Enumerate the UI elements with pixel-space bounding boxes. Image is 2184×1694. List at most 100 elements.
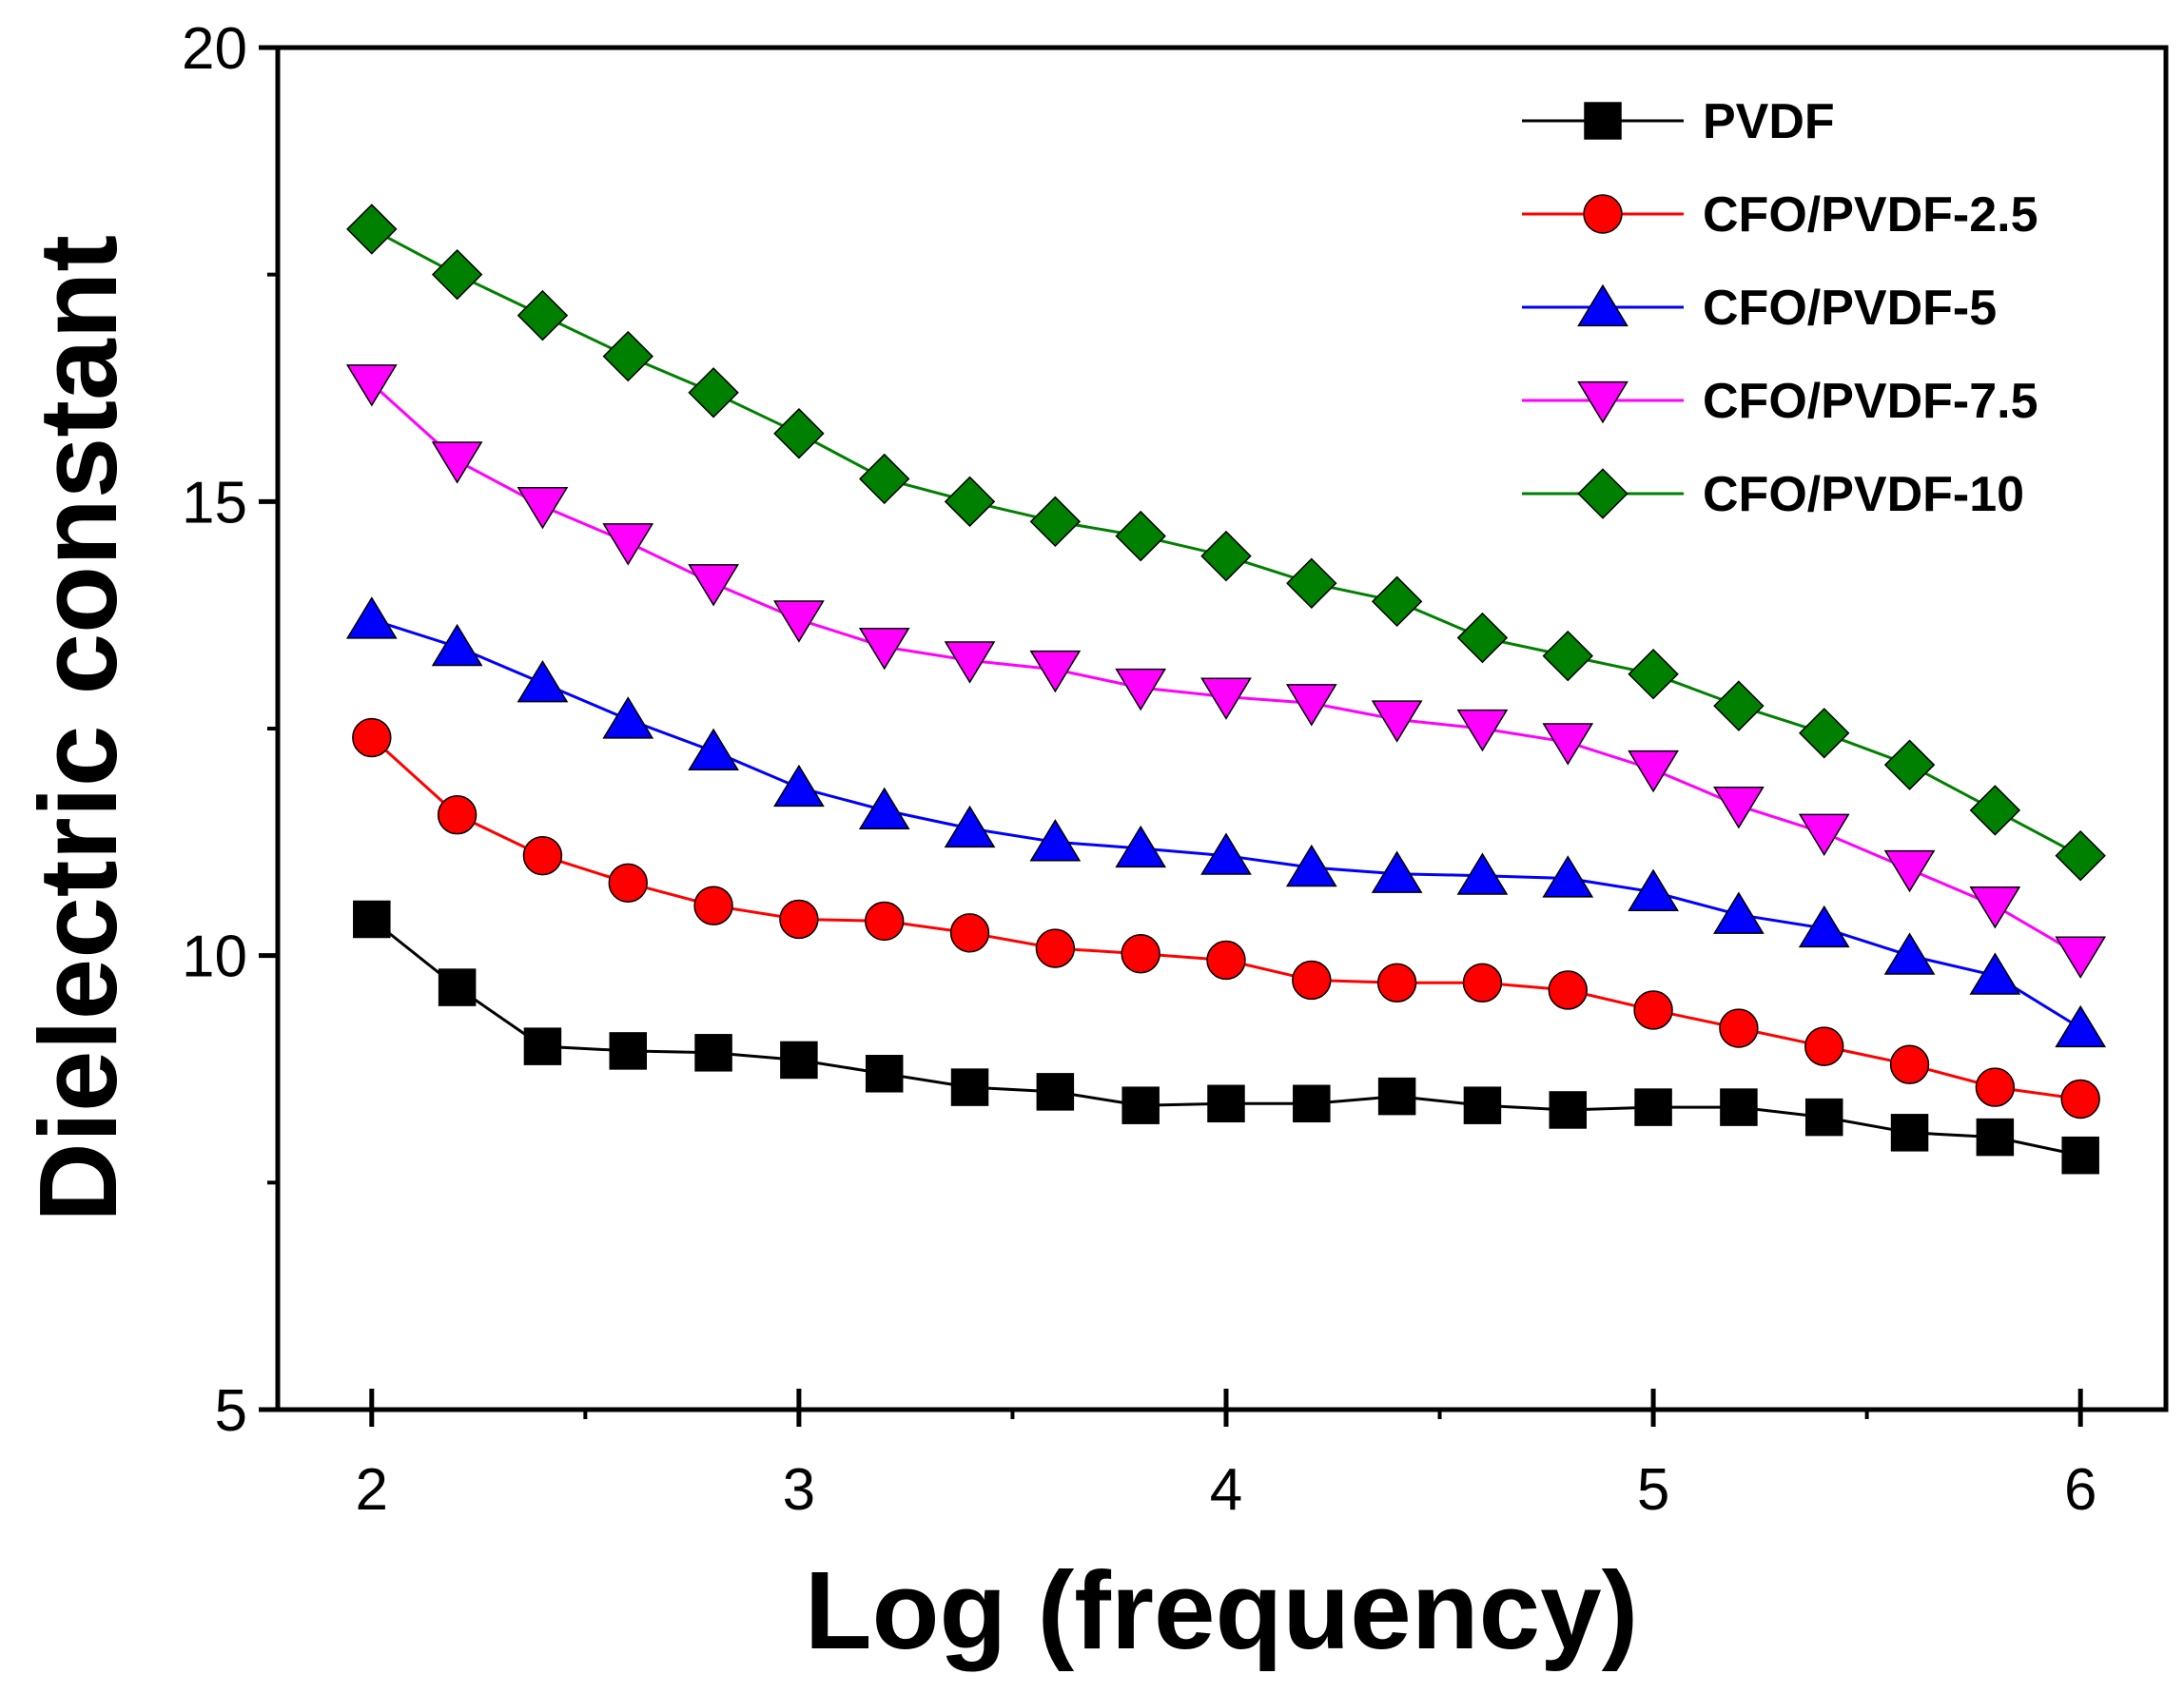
legend-marker	[1583, 194, 1623, 234]
data-point	[1029, 819, 1082, 862]
data-point	[779, 899, 819, 940]
data-point	[1376, 963, 1417, 1003]
plot-frame	[275, 45, 2169, 1412]
data-point	[1976, 1118, 2015, 1157]
legend-marker	[1577, 468, 1628, 519]
x-tick-label: 4	[1210, 1457, 1242, 1523]
data-point	[1804, 1026, 1844, 1066]
legend-item: PVDF	[1522, 94, 1835, 149]
data-point	[1456, 709, 1509, 752]
data-point	[1975, 1067, 2016, 1107]
data-point	[1548, 970, 1588, 1010]
series-3	[345, 596, 2107, 1048]
data-point	[780, 1041, 818, 1080]
data-point	[517, 289, 569, 341]
data-point	[609, 1032, 648, 1070]
data-point	[602, 523, 654, 566]
x-tick-label: 6	[2064, 1457, 2096, 1523]
legend-item: CFO/PVDF-10	[1522, 467, 2024, 522]
data-point	[1371, 700, 1423, 743]
data-point	[1456, 852, 1509, 895]
data-point	[345, 596, 398, 639]
data-point	[1121, 1086, 1160, 1124]
data-point	[1207, 1084, 1245, 1123]
data-point	[1371, 575, 1423, 628]
data-point	[944, 476, 996, 528]
y-tick-label: 5	[215, 1378, 247, 1444]
data-point	[1293, 1084, 1331, 1123]
legend-marker	[1577, 283, 1628, 327]
data-point	[352, 717, 392, 758]
data-point	[1720, 1088, 1758, 1126]
data-point	[1969, 886, 2021, 929]
data-point	[773, 408, 825, 459]
legend: PVDF CFO/PVDF-2.5 CFO/PVDF-5 CFO/PVDF-7.5 CF…	[1522, 94, 2038, 522]
data-point	[522, 835, 563, 876]
data-point	[1035, 928, 1076, 968]
data-point	[1542, 630, 1593, 682]
series-2	[352, 717, 2100, 1120]
data-point	[353, 900, 391, 939]
series-4	[345, 364, 2107, 979]
data-point	[1799, 708, 1850, 759]
data-point	[1804, 1098, 1843, 1137]
data-point	[859, 453, 910, 505]
data-point	[1029, 496, 1082, 548]
legend-marker	[1577, 380, 1628, 424]
data-point	[1371, 850, 1423, 893]
axis-layer: 2 3 4 5 6 5 10 15 20	[182, 16, 2096, 1523]
data-point	[688, 367, 739, 419]
data-point	[693, 886, 733, 925]
legend-marker	[1584, 102, 1622, 140]
data-point	[1206, 940, 1246, 981]
x-tick-label: 3	[783, 1457, 815, 1523]
x-tick-label: 2	[356, 1457, 388, 1523]
data-point	[438, 968, 477, 1006]
data-point	[773, 600, 825, 643]
data-point	[1456, 612, 1509, 664]
data-point	[865, 901, 905, 942]
data-point	[523, 1027, 562, 1065]
data-point	[688, 728, 739, 770]
data-point	[602, 696, 654, 739]
legend-item: CFO/PVDF-5	[1522, 281, 1997, 336]
data-point	[2061, 1136, 2099, 1175]
y-axis-title: Dielectric constant	[16, 235, 140, 1222]
data-point	[949, 913, 990, 953]
data-point	[1462, 963, 1503, 1003]
data-point	[1200, 832, 1252, 875]
data-point	[1292, 960, 1332, 1001]
data-point	[1798, 905, 1850, 948]
data-point	[1285, 844, 1337, 887]
data-point	[1883, 932, 1936, 975]
data-point	[1377, 1077, 1416, 1116]
data-point	[1463, 1086, 1502, 1124]
data-point	[1713, 787, 1765, 829]
data-point	[2055, 1004, 2107, 1048]
data-point	[1713, 891, 1765, 934]
data-point	[1285, 684, 1337, 727]
y-tick-label: 15	[182, 470, 247, 535]
data-point	[1889, 1044, 1930, 1084]
data-point	[1634, 1088, 1672, 1126]
data-point	[694, 1034, 732, 1072]
data-point	[431, 248, 483, 301]
data-point	[1542, 855, 1594, 898]
data-point	[950, 1068, 989, 1106]
data-point	[345, 364, 398, 407]
data-point	[602, 330, 653, 382]
legend-label: CFO/PVDF-10	[1703, 467, 2024, 522]
legend-item: CFO/PVDF-7.5	[1522, 374, 2038, 429]
data-point	[1115, 825, 1167, 868]
data-point	[437, 794, 478, 835]
legend-label: CFO/PVDF-2.5	[1703, 187, 2038, 243]
data-point	[1628, 868, 1679, 911]
data-point	[1713, 680, 1765, 731]
data-point	[1029, 650, 1082, 693]
data-point	[2055, 829, 2106, 882]
data-point	[1036, 1073, 1075, 1111]
legend-label: PVDF	[1703, 94, 1835, 149]
y-tick-label: 20	[182, 16, 247, 82]
data-point	[944, 641, 996, 684]
